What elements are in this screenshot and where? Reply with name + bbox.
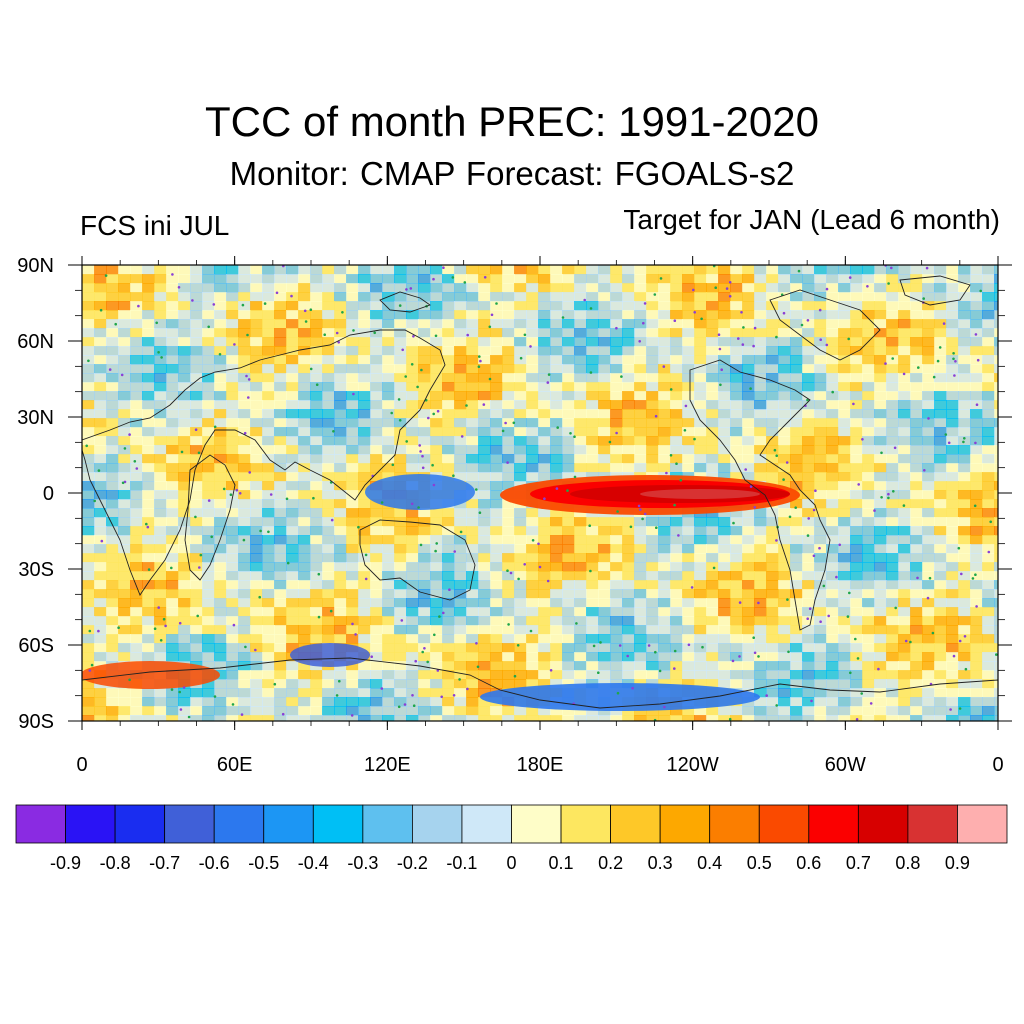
colorbar-label: 0.3 [648,853,673,873]
colorbar-label: -0.4 [298,853,329,873]
colorbar-label: 0.1 [549,853,574,873]
colorbar-swatch [610,804,661,844]
colorbar-swatch [957,804,1008,844]
colorbar-swatch [808,804,859,844]
colorbar-swatch [312,804,364,844]
colorbar-label: 0.6 [796,853,821,873]
colorbar-swatch [164,804,215,844]
significance-dots [85,265,998,721]
initialization-label: FCS ini JUL [80,210,230,241]
colorbar-label: 0 [506,853,516,873]
colorbar: -0.9 -0.8 -0.7 -0.6 -0.5 -0.4 -0.3 -0.2 -0.1 0 0.1… [15,804,1008,873]
lat-tick-label: 90S [18,711,54,733]
lon-tick-label: 120W [667,754,719,776]
lat-tick-label: 0 [43,483,54,505]
colorbar-label: 0.8 [895,853,920,873]
colorbar-swatch [758,804,810,844]
colorbar-swatch [461,804,512,844]
colorbar-label: 0.7 [846,853,871,873]
lat-tick-label: 90N [17,255,54,277]
lon-tick-label: 60E [217,754,253,776]
figure-subtitle: Monitor: CMAP Forecast: FGOALS-s2 [229,155,795,192]
lon-tick-label: 180E [517,754,564,776]
correlation-field [82,265,998,721]
colorbar-label: -0.9 [50,853,81,873]
lon-tick-label: 60W [825,754,866,776]
colorbar-label: -0.2 [397,853,428,873]
colorbar-label: -0.1 [446,853,477,873]
lat-tick-label: 30N [17,407,54,429]
colorbar-label: -0.3 [347,853,378,873]
colorbar-swatch [15,804,66,844]
colorbar-swatch [65,804,116,844]
figure-title: TCC of month PREC: 1991-2020 [205,98,819,145]
colorbar-swatch [362,804,413,844]
colorbar-swatch [411,804,463,844]
colorbar-swatch [511,804,562,844]
lon-tick-label: 120E [364,754,411,776]
lon-tick-label: 0 [76,754,87,776]
colorbar-label: 0.4 [697,853,722,873]
longitude-axis: 0 60E 120E 180E 120W 60W 0 [76,256,1004,776]
colorbar-swatch [659,804,711,844]
colorbar-swatch [213,804,265,844]
colorbar-swatch [560,804,611,844]
colorbar-label: -0.7 [149,853,180,873]
colorbar-label: 0.9 [945,853,970,873]
colorbar-swatch [709,804,760,844]
colorbar-label: -0.6 [199,853,230,873]
lat-tick-label: 30S [18,559,54,581]
lat-tick-label: 60S [18,635,54,657]
lat-tick-label: 60N [17,331,54,353]
colorbar-swatch [907,804,958,844]
lon-tick-label: 0 [992,754,1003,776]
colorbar-label: -0.5 [248,853,279,873]
coastlines [82,275,998,709]
colorbar-swatch [263,804,314,844]
colorbar-label: 0.2 [598,853,623,873]
colorbar-swatch [857,804,909,844]
target-label: Target for JAN (Lead 6 month) [623,204,1000,235]
colorbar-swatch [114,804,166,844]
colorbar-label: -0.8 [100,853,131,873]
colorbar-label: 0.5 [747,853,772,873]
latitude-axis: 90N 60N 30N 0 30S 60S 90S [17,255,1012,733]
